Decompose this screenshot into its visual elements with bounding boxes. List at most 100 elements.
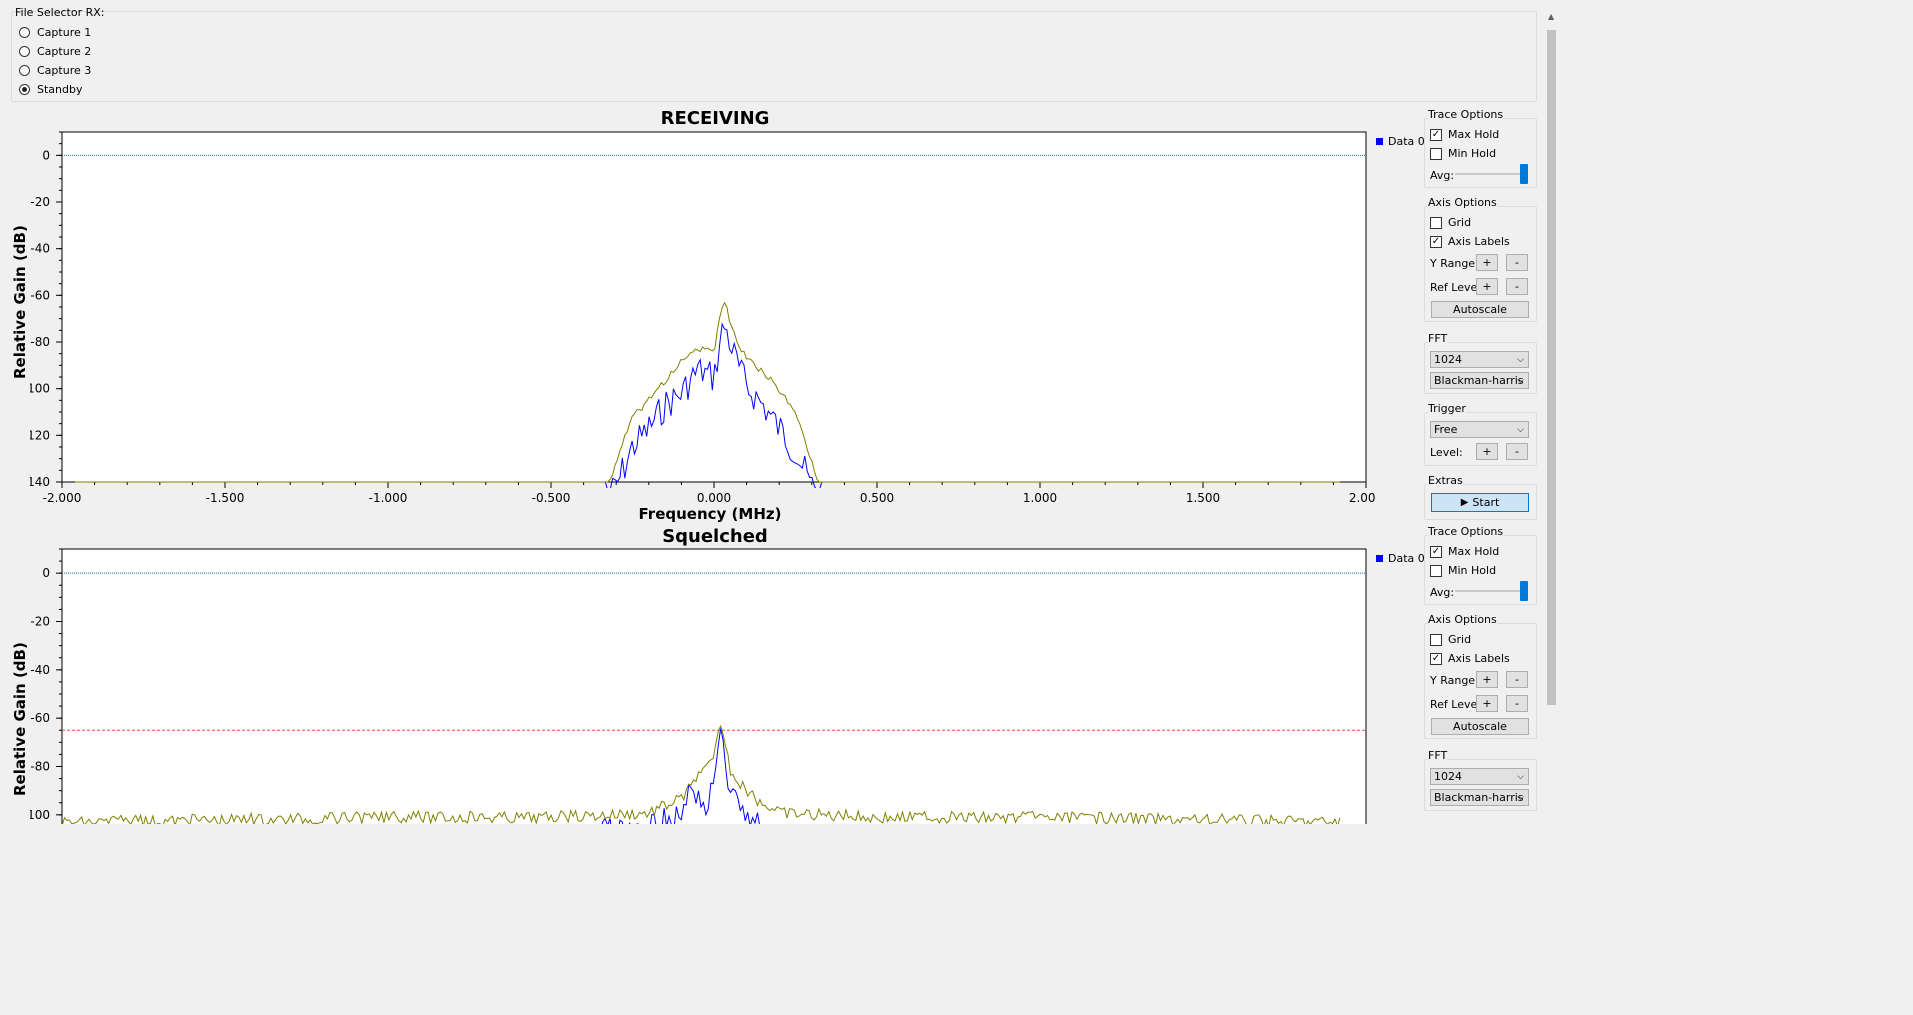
fft-size-select-2[interactable]: 1024 ⌵ [1430, 768, 1529, 785]
fft-size-value: 1024 [1434, 353, 1462, 366]
start-button[interactable]: ▶ Start [1431, 493, 1529, 512]
window-value: Blackman-harris [1434, 791, 1524, 804]
grid-label: Grid [1448, 633, 1472, 646]
legend-label: Data 0 [1388, 135, 1425, 148]
autoscale-button[interactable]: Autoscale [1431, 301, 1529, 318]
checkbox-box[interactable]: ✓ [1430, 545, 1442, 558]
y-range-plus-button-2[interactable]: + [1476, 671, 1498, 688]
fft-group [1424, 342, 1537, 394]
max-hold-checkbox[interactable]: ✓ Max Hold [1430, 128, 1499, 141]
x-tick-label: -1.500 [206, 491, 245, 505]
axis-options-title: Axis Options [1428, 196, 1497, 209]
series-line [601, 728, 760, 824]
plot2-legend: Data 0 [1376, 552, 1425, 565]
trace-options-title: Trace Options [1428, 108, 1504, 121]
checkbox-box[interactable] [1430, 216, 1442, 229]
radio-label: Standby [37, 83, 83, 96]
y-tick-label: -20 [30, 195, 50, 209]
y-tick-label: -100 [30, 382, 50, 396]
trigger-level-plus-button[interactable]: + [1476, 443, 1498, 460]
trigger-level-label: Level: [1430, 446, 1463, 459]
fft-group-2 [1424, 759, 1537, 811]
trace-options-title-2: Trace Options [1428, 525, 1504, 538]
x-tick-label: -0.500 [532, 491, 571, 505]
grid-label: Grid [1448, 216, 1472, 229]
plot1-y-axis-label: Relative Gain (dB) [11, 225, 29, 379]
chevron-down-icon: ⌵ [1517, 772, 1524, 782]
y-range-plus-button[interactable]: + [1476, 254, 1498, 271]
ref-level-label: Ref Level: [1430, 281, 1485, 294]
fft-size-select[interactable]: 1024 ⌵ [1430, 351, 1529, 368]
scroll-up-icon[interactable]: ▲ [1548, 12, 1555, 21]
ref-level-plus-button-2[interactable]: + [1476, 695, 1498, 712]
checkbox-box[interactable] [1430, 564, 1442, 577]
min-hold-checkbox[interactable]: Min Hold [1430, 147, 1496, 160]
window-select-2[interactable]: Blackman-harris ⌵ [1430, 789, 1529, 806]
radio-label: Capture 1 [37, 26, 92, 39]
avg-label-2: Avg: [1430, 586, 1455, 599]
checkbox-box[interactable] [1430, 147, 1442, 160]
checkbox-box[interactable]: ✓ [1430, 235, 1442, 248]
chevron-down-icon: ⌵ [1517, 376, 1524, 386]
window-value: Blackman-harris [1434, 374, 1524, 387]
plot2-canvas: 0 -20 -40 -60 -80 -100 [30, 548, 1367, 824]
y-tick-label: -40 [30, 242, 50, 256]
ref-level-label-2: Ref Level: [1430, 698, 1485, 711]
radio-button[interactable] [19, 65, 30, 76]
fft-size-value: 1024 [1434, 770, 1462, 783]
x-tick-label: 0.500 [860, 491, 894, 505]
y-tick-label: -80 [30, 335, 50, 349]
plot1-legend: Data 0 [1376, 135, 1425, 148]
autoscale-button-2[interactable]: Autoscale [1431, 718, 1529, 735]
avg-slider-track[interactable] [1455, 173, 1527, 175]
radio-option[interactable]: Capture 1 [19, 26, 91, 39]
avg-slider-handle[interactable] [1520, 164, 1528, 184]
avg-slider-track-2[interactable] [1455, 590, 1527, 592]
radio-label: Capture 2 [37, 45, 92, 58]
checkbox-box[interactable]: ✓ [1430, 128, 1442, 141]
legend-swatch [1376, 555, 1383, 562]
radio-button[interactable] [19, 27, 30, 38]
y-tick-label: -60 [30, 288, 50, 302]
y-range-minus-button-2[interactable]: - [1506, 671, 1528, 688]
y-tick-label: 0 [42, 566, 50, 580]
ref-level-minus-button-2[interactable]: - [1506, 695, 1528, 712]
axis-labels-label: Axis Labels [1448, 235, 1510, 248]
checkbox-box[interactable]: ✓ [1430, 652, 1442, 665]
y-range-minus-button[interactable]: - [1506, 254, 1528, 271]
axis-labels-checkbox-2[interactable]: ✓ Axis Labels [1430, 652, 1510, 665]
x-tick-label: -1.000 [369, 491, 408, 505]
axis-options-title-2: Axis Options [1428, 613, 1497, 626]
max-hold-checkbox-2[interactable]: ✓ Max Hold [1430, 545, 1499, 558]
trigger-mode-select[interactable]: Free ⌵ [1430, 421, 1529, 438]
legend-label: Data 0 [1388, 552, 1425, 565]
plot2-y-axis-label: Relative Gain (dB) [11, 642, 29, 796]
chevron-down-icon: ⌵ [1517, 425, 1524, 435]
min-hold-label: Min Hold [1448, 564, 1497, 577]
fft-title: FFT [1428, 332, 1448, 345]
radio-option[interactable]: Standby [19, 83, 82, 96]
radio-option[interactable]: Capture 3 [19, 64, 91, 77]
fft-title-2: FFT [1428, 749, 1448, 762]
min-hold-checkbox-2[interactable]: Min Hold [1430, 564, 1496, 577]
axis-labels-checkbox[interactable]: ✓ Axis Labels [1430, 235, 1510, 248]
max-hold-label: Max Hold [1448, 128, 1500, 141]
ref-level-plus-button[interactable]: + [1476, 278, 1498, 295]
chevron-down-icon: ⌵ [1517, 793, 1524, 803]
max-hold-label: Max Hold [1448, 545, 1500, 558]
radio-button[interactable] [19, 84, 30, 95]
avg-slider-handle-2[interactable] [1520, 581, 1528, 601]
x-tick-label: 2.000 [1349, 491, 1375, 505]
ref-level-minus-button[interactable]: - [1506, 278, 1528, 295]
trigger-level-minus-button[interactable]: - [1506, 443, 1528, 460]
avg-label: Avg: [1430, 169, 1455, 182]
start-label: Start [1472, 496, 1500, 509]
trigger-group [1424, 412, 1537, 466]
radio-button[interactable] [19, 46, 30, 57]
vertical-scrollbar-thumb[interactable] [1547, 30, 1556, 705]
grid-checkbox-2[interactable]: Grid [1430, 633, 1471, 646]
grid-checkbox[interactable]: Grid [1430, 216, 1471, 229]
checkbox-box[interactable] [1430, 633, 1442, 646]
radio-option[interactable]: Capture 2 [19, 45, 91, 58]
window-select[interactable]: Blackman-harris ⌵ [1430, 372, 1529, 389]
